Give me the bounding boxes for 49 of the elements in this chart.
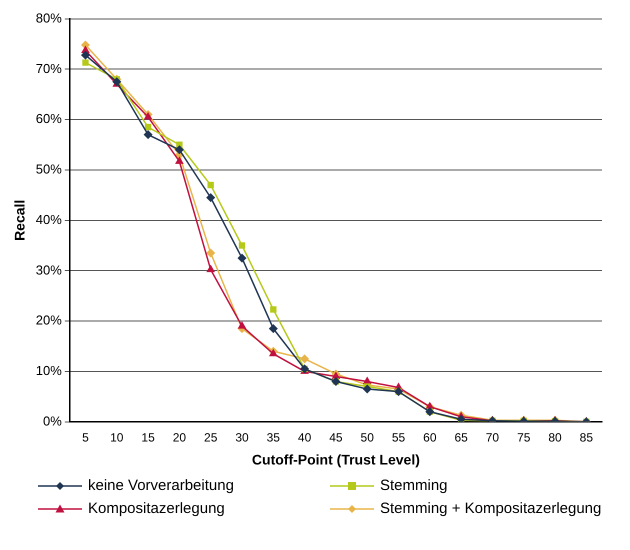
y-tick-label: 60% bbox=[36, 111, 62, 126]
point bbox=[206, 248, 216, 258]
point bbox=[456, 414, 466, 422]
x-tick-label: 15 bbox=[141, 430, 156, 444]
y-tick-label: 0% bbox=[43, 413, 62, 428]
point bbox=[362, 384, 372, 394]
point bbox=[206, 193, 216, 202]
x-tick-label: 20 bbox=[172, 430, 186, 444]
y-tick-label: 70% bbox=[36, 60, 62, 76]
y-tick-label: 20% bbox=[36, 312, 62, 328]
legend-label: Stemming + Kompositazerlegung bbox=[380, 500, 602, 517]
x-tick-label: 45 bbox=[329, 430, 343, 444]
x-tick-label: 40 bbox=[298, 430, 312, 444]
x-tick-label: 80 bbox=[548, 430, 562, 444]
x-tick-label: 65 bbox=[454, 430, 468, 444]
x-tick-label: 35 bbox=[266, 430, 280, 444]
point bbox=[237, 254, 246, 263]
x-tick-label: 25 bbox=[204, 430, 218, 444]
point bbox=[206, 264, 216, 272]
y-tick-label: 30% bbox=[36, 262, 62, 278]
point bbox=[270, 306, 276, 313]
legend-label: Kompositazerlegung bbox=[88, 500, 225, 517]
point bbox=[238, 321, 246, 329]
x-axis-title: Cutoff-Point (Trust Level) bbox=[252, 451, 420, 468]
x-tick-label: 75 bbox=[517, 430, 531, 444]
y-tick-label: 80% bbox=[36, 10, 62, 26]
x-tick-label: 70 bbox=[486, 430, 500, 444]
x-tick-label: 10 bbox=[110, 430, 124, 444]
point bbox=[82, 59, 89, 66]
y-tick-label: 10% bbox=[36, 363, 62, 378]
point bbox=[300, 354, 310, 364]
point bbox=[174, 145, 184, 154]
point bbox=[144, 130, 153, 140]
point bbox=[144, 124, 152, 130]
x-tick-label: 50 bbox=[360, 430, 374, 444]
y-tick-label: 50% bbox=[36, 162, 62, 177]
x-tick-label: 55 bbox=[392, 430, 406, 444]
x-tick-label: 30 bbox=[235, 430, 249, 444]
y-tick-label: 40% bbox=[36, 212, 62, 227]
legend-label: keine Vorverarbeitung bbox=[88, 477, 234, 494]
x-tick-label: 5 bbox=[82, 430, 90, 444]
x-tick-label: 85 bbox=[580, 430, 594, 444]
point bbox=[80, 50, 90, 60]
x-tick-label: 60 bbox=[423, 430, 437, 444]
point bbox=[268, 324, 278, 334]
point bbox=[175, 156, 184, 164]
legend-label: Stemming bbox=[380, 477, 448, 494]
y-axis-title: Recall bbox=[11, 200, 28, 241]
point bbox=[208, 182, 214, 188]
